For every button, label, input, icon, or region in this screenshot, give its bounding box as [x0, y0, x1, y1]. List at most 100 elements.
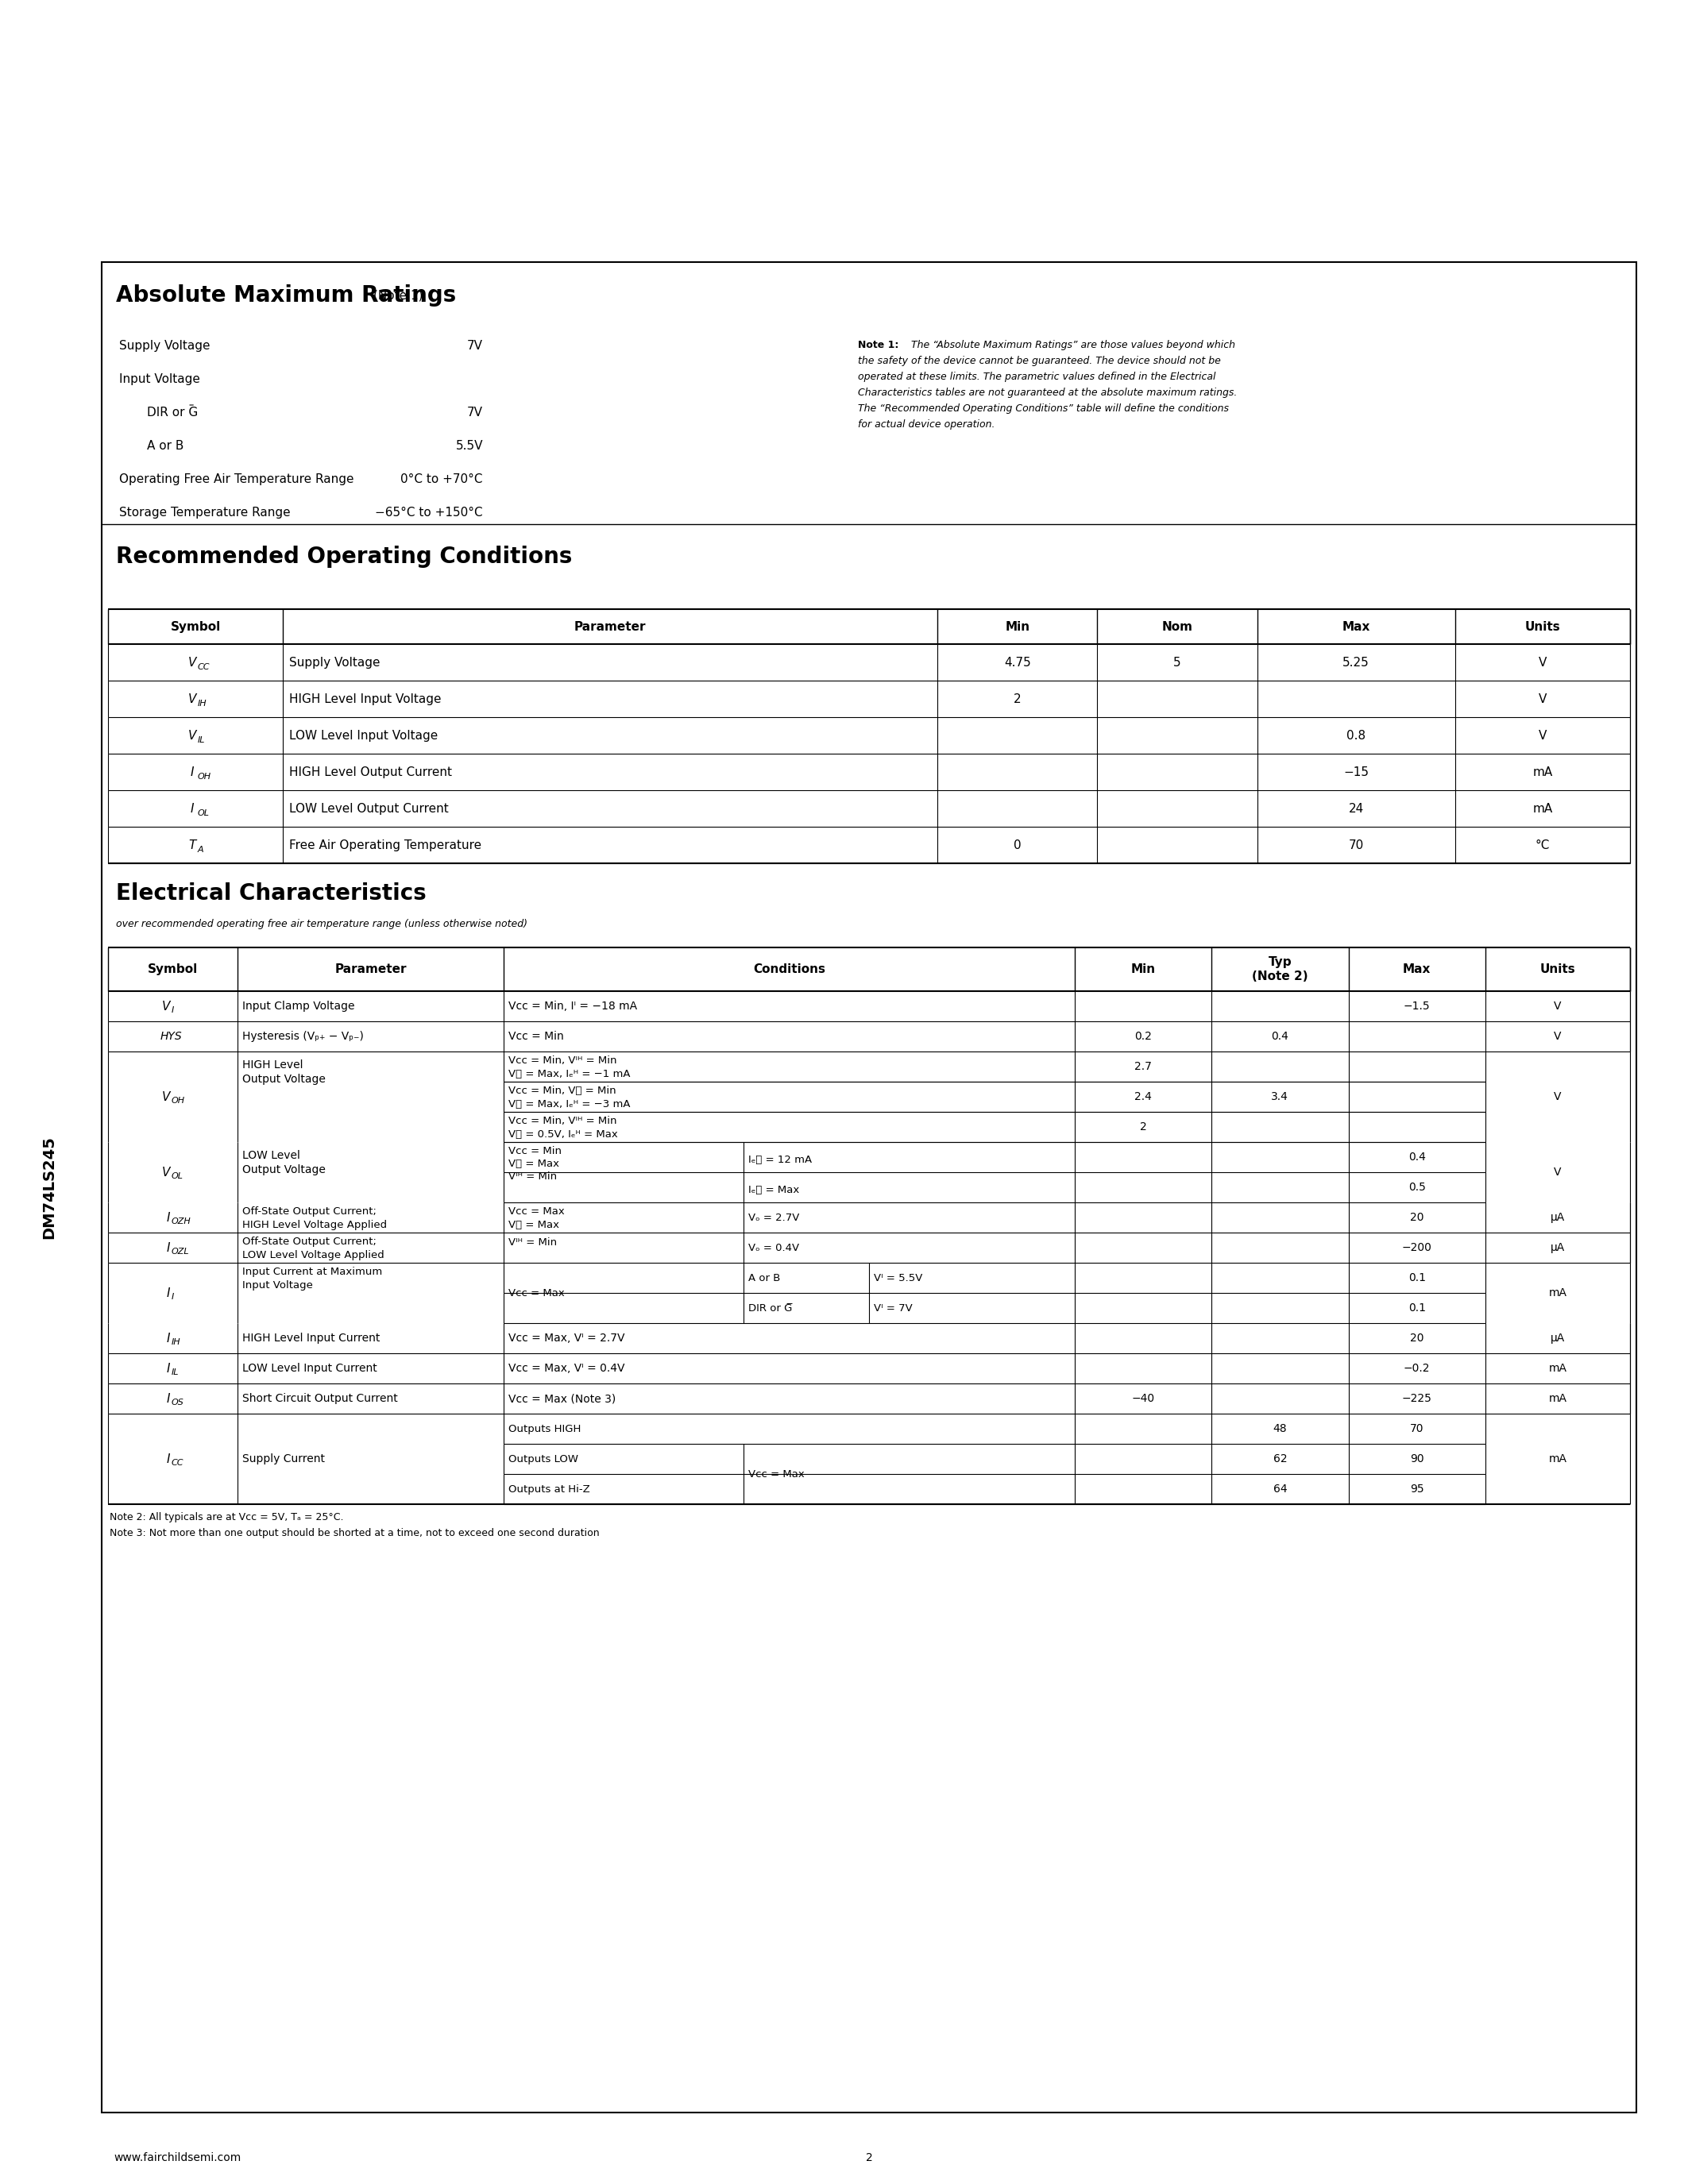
- Text: DM74LS245: DM74LS245: [42, 1136, 57, 1238]
- Text: −200: −200: [1403, 1243, 1431, 1254]
- Text: Storage Temperature Range: Storage Temperature Range: [120, 507, 290, 518]
- Text: VᲜ = Max: VᲜ = Max: [508, 1221, 559, 1230]
- Text: Absolute Maximum Ratings: Absolute Maximum Ratings: [116, 284, 456, 306]
- Text: T: T: [189, 839, 196, 852]
- Text: I: I: [167, 1286, 170, 1299]
- Text: OH: OH: [197, 773, 211, 780]
- Text: Supply Current: Supply Current: [241, 1452, 324, 1465]
- Text: mA: mA: [1533, 802, 1553, 815]
- Text: IH: IH: [197, 699, 206, 708]
- Text: Vᴄᴄ = Min, Vᴵᴴ = Min: Vᴄᴄ = Min, Vᴵᴴ = Min: [508, 1116, 616, 1127]
- Text: V: V: [1555, 1092, 1561, 1103]
- Text: Vᴄᴄ = Min, Vᴵᴴ = Min: Vᴄᴄ = Min, Vᴵᴴ = Min: [508, 1055, 616, 1066]
- Text: Units: Units: [1539, 963, 1575, 976]
- Text: VᲜ = Max: VᲜ = Max: [508, 1160, 559, 1168]
- Text: 20: 20: [1409, 1212, 1425, 1223]
- Text: Supply Voltage: Supply Voltage: [120, 341, 209, 352]
- Text: Symbol: Symbol: [147, 963, 197, 976]
- Text: °C: °C: [1534, 839, 1550, 852]
- Text: 0.1: 0.1: [1408, 1273, 1426, 1284]
- Text: Nom: Nom: [1161, 620, 1193, 633]
- Text: HIGH Level Voltage Applied: HIGH Level Voltage Applied: [241, 1221, 387, 1230]
- Text: IH: IH: [170, 1339, 181, 1345]
- Text: HIGH Level Input Voltage: HIGH Level Input Voltage: [289, 692, 442, 705]
- Text: Vᴄᴄ = Min: Vᴄᴄ = Min: [508, 1147, 562, 1155]
- Text: V: V: [1538, 729, 1546, 740]
- Text: I: I: [167, 1363, 170, 1374]
- Text: V: V: [1555, 1031, 1561, 1042]
- Text: Vᴵᴴ = Min: Vᴵᴴ = Min: [508, 1171, 557, 1182]
- Text: 24: 24: [1349, 802, 1364, 815]
- Text: operated at these limits. The parametric values defined in the Electrical: operated at these limits. The parametric…: [858, 371, 1215, 382]
- Text: mA: mA: [1548, 1452, 1566, 1465]
- Text: for actual device operation.: for actual device operation.: [858, 419, 994, 430]
- Text: 5.5V: 5.5V: [456, 439, 483, 452]
- Text: Vᴄᴄ = Max: Vᴄᴄ = Max: [508, 1206, 565, 1216]
- Text: Units: Units: [1524, 620, 1560, 633]
- Text: V: V: [162, 1166, 170, 1177]
- Text: HIGH Level Output Current: HIGH Level Output Current: [289, 767, 452, 778]
- Text: Free Air Operating Temperature: Free Air Operating Temperature: [289, 839, 481, 852]
- Text: 0.1: 0.1: [1408, 1302, 1426, 1313]
- Text: IL: IL: [197, 736, 204, 745]
- Text: 2.4: 2.4: [1134, 1092, 1151, 1103]
- Text: DIR or G: DIR or G: [147, 406, 197, 419]
- Text: Vᴵ = 5.5V: Vᴵ = 5.5V: [874, 1273, 923, 1282]
- Text: Characteristics tables are not guaranteed at the absolute maximum ratings.: Characteristics tables are not guarantee…: [858, 387, 1237, 397]
- Text: 4.75: 4.75: [1004, 657, 1031, 668]
- Text: Outputs HIGH: Outputs HIGH: [508, 1424, 581, 1435]
- Text: Min: Min: [1131, 963, 1155, 976]
- Text: 48: 48: [1273, 1424, 1286, 1435]
- Text: μA: μA: [1551, 1243, 1565, 1254]
- Text: Off-State Output Current;: Off-State Output Current;: [241, 1206, 376, 1216]
- Text: VᲜ = Max, Iₑᴴ = −3 mA: VᲜ = Max, Iₑᴴ = −3 mA: [508, 1099, 630, 1109]
- Text: Note 1:: Note 1:: [858, 341, 898, 349]
- Text: μA: μA: [1551, 1332, 1565, 1343]
- Text: I: I: [170, 1007, 174, 1013]
- Text: mA: mA: [1533, 767, 1553, 778]
- Text: 2: 2: [1013, 692, 1021, 705]
- Text: LOW Level: LOW Level: [241, 1151, 300, 1162]
- Text: Electrical Characteristics: Electrical Characteristics: [116, 882, 427, 904]
- Text: 2.7: 2.7: [1134, 1061, 1151, 1072]
- Text: I: I: [167, 1452, 170, 1465]
- Text: www.fairchildsemi.com: www.fairchildsemi.com: [113, 2151, 241, 2164]
- Text: Note 2: All typicals are at Vᴄᴄ = 5V, Tₐ = 25°C.: Note 2: All typicals are at Vᴄᴄ = 5V, Tₐ…: [110, 1511, 344, 1522]
- Text: DIR or G̅: DIR or G̅: [748, 1304, 792, 1313]
- Text: Output Voltage: Output Voltage: [241, 1164, 326, 1175]
- Text: 0°C to +70°C: 0°C to +70°C: [400, 474, 483, 485]
- Text: A or B: A or B: [748, 1273, 780, 1282]
- Text: 70: 70: [1409, 1424, 1425, 1435]
- Text: I: I: [167, 1243, 170, 1254]
- Text: V: V: [162, 1090, 170, 1103]
- Text: I: I: [191, 802, 194, 815]
- Text: Parameter: Parameter: [574, 620, 647, 633]
- Text: Vᴄᴄ = Min: Vᴄᴄ = Min: [508, 1031, 564, 1042]
- Text: Min: Min: [1004, 620, 1030, 633]
- Text: over recommended operating free air temperature range (unless otherwise noted): over recommended operating free air temp…: [116, 919, 527, 928]
- Text: Hysteresis (Vₚ₊ − Vₚ₋): Hysteresis (Vₚ₊ − Vₚ₋): [241, 1031, 363, 1042]
- Text: V: V: [1538, 692, 1546, 705]
- Text: 0.2: 0.2: [1134, 1031, 1151, 1042]
- Text: HIGH Level: HIGH Level: [241, 1059, 302, 1070]
- Text: −1.5: −1.5: [1404, 1000, 1430, 1011]
- Text: 95: 95: [1409, 1483, 1425, 1494]
- Text: I: I: [191, 767, 194, 778]
- Text: Vᴵᴴ = Min: Vᴵᴴ = Min: [508, 1236, 557, 1247]
- Text: Max: Max: [1342, 620, 1371, 633]
- Text: I: I: [167, 1212, 170, 1223]
- Text: 70: 70: [1349, 839, 1364, 852]
- Text: Input Voltage: Input Voltage: [120, 373, 201, 384]
- Text: Recommended Operating Conditions: Recommended Operating Conditions: [116, 546, 572, 568]
- Text: 0: 0: [1013, 839, 1021, 852]
- Text: IₑᲜ = 12 mA: IₑᲜ = 12 mA: [748, 1155, 812, 1164]
- Text: Vₒ = 2.7V: Vₒ = 2.7V: [748, 1212, 800, 1223]
- Text: Vᴄᴄ = Max: Vᴄᴄ = Max: [748, 1470, 805, 1479]
- Text: 90: 90: [1409, 1452, 1425, 1465]
- Text: A: A: [197, 845, 203, 854]
- Text: 5: 5: [1173, 657, 1182, 668]
- Text: V: V: [1538, 657, 1546, 668]
- Text: I: I: [167, 1393, 170, 1404]
- Text: Input Clamp Voltage: Input Clamp Voltage: [241, 1000, 354, 1011]
- Text: OZL: OZL: [170, 1247, 189, 1256]
